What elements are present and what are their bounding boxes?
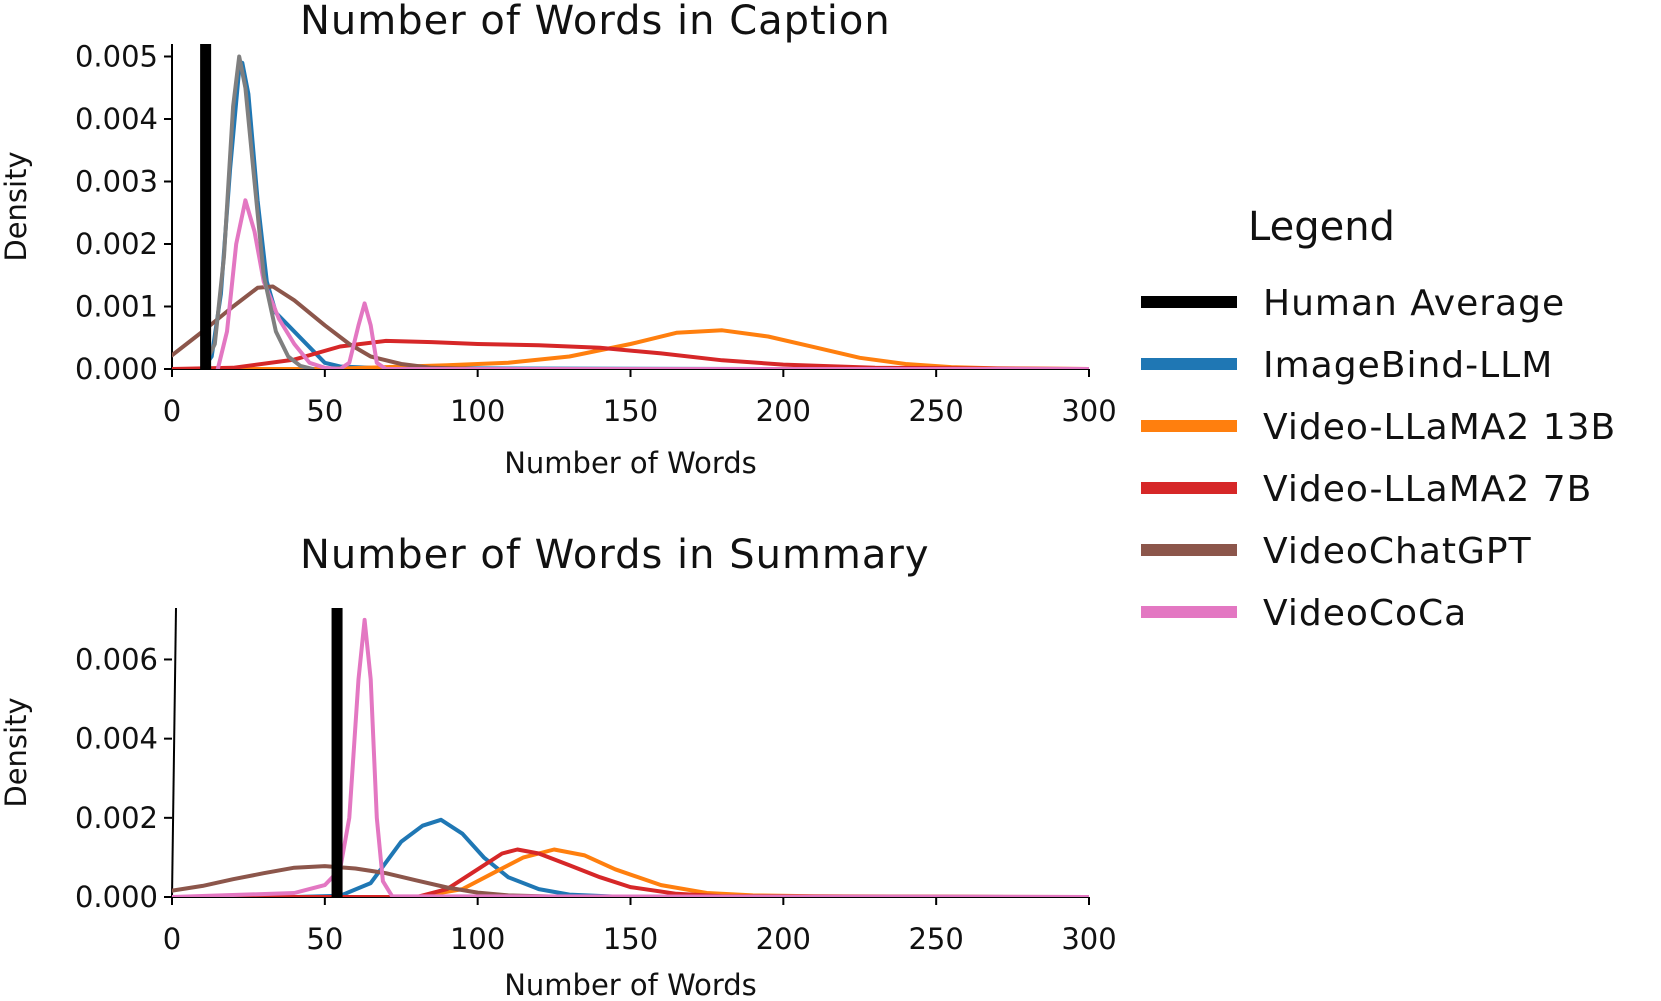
x-tick-label: 0 xyxy=(163,394,181,428)
x-tick-label: 250 xyxy=(908,922,963,956)
y-tick-label: 0.002 xyxy=(75,227,158,261)
y-tick-label: 0.000 xyxy=(75,352,158,386)
series-group xyxy=(172,617,1089,897)
x-tick-label: 300 xyxy=(1061,922,1116,956)
x-tick-label: 250 xyxy=(908,394,963,428)
chart-panel-1: Number of Words in Caption 0 50 100 150 200 25… xyxy=(0,0,1117,480)
legend-title: Legend xyxy=(1248,204,1395,250)
chart-title: Number of Words in Summary xyxy=(300,532,930,578)
chart-panel-2: Number of Words in Summary 0 50 100 150 200 25… xyxy=(0,532,1117,1001)
x-tick-label: 150 xyxy=(603,922,658,956)
x-tick-label: 300 xyxy=(1061,394,1116,428)
y-axis-label: Density xyxy=(0,697,33,807)
legend-item-video-llama2-7b: Video-LLaMA2 7B xyxy=(1141,469,1592,510)
legend-item-videochatgpt: VideoChatGPT xyxy=(1141,531,1532,572)
y-tick-label: 0.005 xyxy=(75,40,158,74)
legend-label: Human Average xyxy=(1263,283,1565,324)
legend-label: Video-LLaMA2 13B xyxy=(1263,407,1616,448)
x-tick-label: 0 xyxy=(163,922,181,956)
x-tick-label: 150 xyxy=(603,394,658,428)
x-tick-label: 100 xyxy=(450,922,505,956)
x-tick-label: 200 xyxy=(756,922,811,956)
legend-label: ImageBind-LLM xyxy=(1263,345,1553,386)
legend-item-imagebind-llm: ImageBind-LLM xyxy=(1141,345,1553,386)
series-group xyxy=(172,54,1089,369)
series-line-videococa xyxy=(172,617,1089,897)
y-tick-label: 0.004 xyxy=(75,722,158,756)
legend: Legend Human Average ImageBind-LLM Video-L… xyxy=(1141,204,1616,634)
series-line-imagebind-llm xyxy=(172,817,1089,897)
x-tick-label: 200 xyxy=(756,394,811,428)
y-axis-label: Density xyxy=(0,151,33,261)
y-axis-line xyxy=(171,607,177,898)
series-line-videococa xyxy=(215,198,1089,369)
x-axis-label: Number of Words xyxy=(504,446,757,480)
y-tick-label: 0.000 xyxy=(75,880,158,914)
series-line-videochatgpt xyxy=(172,864,1089,897)
y-tick-label: 0.006 xyxy=(75,642,158,676)
series-line-imagebind-llm xyxy=(200,60,1089,369)
x-tick-label: 100 xyxy=(450,394,505,428)
series-line-extra xyxy=(200,54,315,369)
y-tick-label: 0.002 xyxy=(75,801,158,835)
y-tick-label: 0.004 xyxy=(75,102,158,136)
x-axis-label: Number of Words xyxy=(504,968,757,997)
y-tick-label: 0.001 xyxy=(75,290,158,324)
chart-title: Number of Words in Caption xyxy=(300,0,891,44)
legend-label: VideoCoCa xyxy=(1263,593,1467,634)
x-tick-label: 50 xyxy=(306,394,343,428)
legend-label: VideoChatGPT xyxy=(1263,531,1532,572)
series-line-video-llama2-7b xyxy=(172,338,1089,369)
y-tick-label: 0.003 xyxy=(75,165,158,199)
legend-item-human-average: Human Average xyxy=(1141,283,1565,324)
legend-item-video-llama2-13b: Video-LLaMA2 13B xyxy=(1141,407,1616,448)
legend-label: Video-LLaMA2 7B xyxy=(1263,469,1592,510)
x-tick-label: 50 xyxy=(306,922,343,956)
legend-item-videococa: VideoCoCa xyxy=(1141,593,1467,634)
